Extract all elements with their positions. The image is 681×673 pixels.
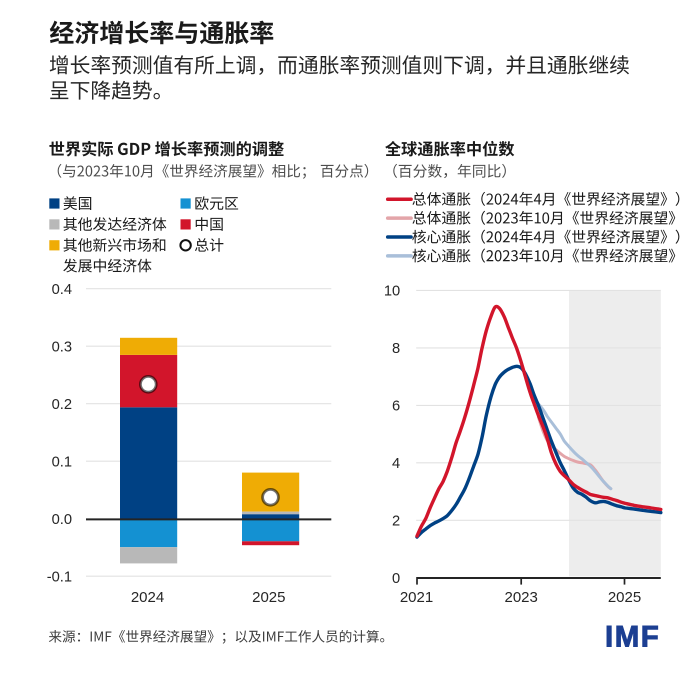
svg-text:-0.1: -0.1 <box>47 569 72 585</box>
svg-text:10: 10 <box>384 284 400 300</box>
svg-text:2024: 2024 <box>131 589 164 606</box>
svg-text:4: 4 <box>392 456 400 472</box>
svg-text:8: 8 <box>392 341 400 357</box>
svg-text:2: 2 <box>392 513 400 529</box>
svg-text:2025: 2025 <box>608 589 641 606</box>
svg-text:2023: 2023 <box>505 589 538 606</box>
svg-text:0.2: 0.2 <box>52 397 72 413</box>
svg-text:0: 0 <box>392 571 400 587</box>
svg-text:2025: 2025 <box>252 589 285 606</box>
svg-text:0.4: 0.4 <box>52 282 72 298</box>
svg-text:0.3: 0.3 <box>52 339 72 355</box>
svg-text:6: 6 <box>392 399 400 415</box>
svg-text:0.1: 0.1 <box>52 454 72 470</box>
svg-text:0.0: 0.0 <box>52 512 72 528</box>
svg-text:IMF: IMF <box>605 621 660 654</box>
svg-text:2021: 2021 <box>400 589 433 606</box>
